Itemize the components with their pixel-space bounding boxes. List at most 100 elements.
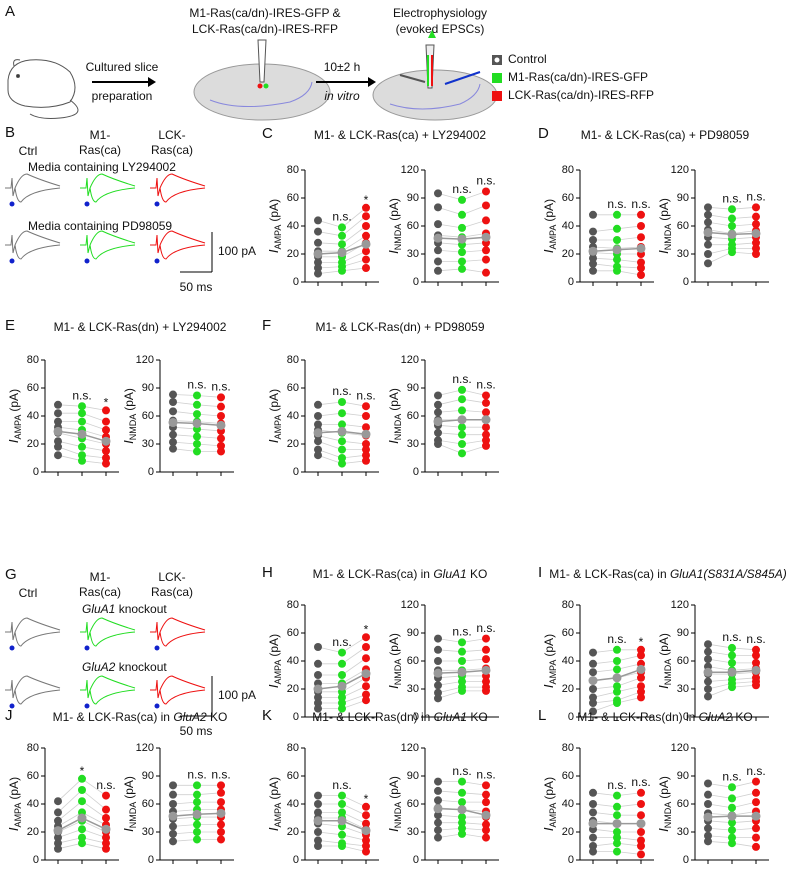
data-point (362, 819, 370, 828)
data-point (458, 395, 466, 404)
cell-line (81, 789, 107, 810)
cell-line (317, 454, 343, 464)
significance-label: n.s. (332, 635, 351, 649)
data-point (752, 220, 760, 229)
significance-label: n.s. (452, 182, 471, 196)
y-tick-label: 0 (683, 854, 689, 866)
significance-label: * (80, 764, 85, 778)
cell-line (196, 395, 222, 398)
cell-line (707, 820, 733, 824)
title-part: GluA1 (433, 567, 466, 581)
data-point (362, 423, 370, 432)
data-point (613, 682, 621, 691)
column-label: Ras(ca) (151, 143, 193, 157)
data-point (458, 788, 466, 797)
data-point (434, 634, 442, 643)
y-axis-label: INMDA (pA) (656, 633, 673, 689)
data-point (704, 259, 712, 268)
mean-point (457, 667, 467, 677)
y-tick-label: 0 (293, 711, 299, 723)
cell-line (437, 790, 463, 794)
mean-point (727, 667, 737, 677)
data-point (613, 687, 621, 696)
data-point (458, 686, 466, 695)
cell-line (57, 432, 83, 439)
data-point (752, 681, 760, 690)
y-label-subscript: AMPA (548, 803, 558, 828)
mean-point (337, 816, 347, 826)
cell-line (437, 814, 463, 818)
data-point (458, 777, 466, 786)
significance-label: * (639, 635, 644, 649)
y-axis-label: INMDA (pA) (386, 776, 403, 832)
y-tick-label: 60 (677, 798, 689, 810)
cell-line (341, 677, 367, 693)
title-part: M1- & LCK-Ras(ca) + LY294002 (314, 128, 487, 142)
mean-point (727, 811, 737, 821)
mean-point (612, 673, 622, 683)
y-label-unit: (pA) (542, 777, 556, 800)
cell-line (172, 426, 198, 430)
y-label-symbol: I (656, 685, 671, 689)
data-point (637, 693, 645, 702)
cell-line (437, 799, 463, 803)
data-point (728, 794, 736, 803)
cell-line (437, 827, 463, 831)
data-point (217, 393, 225, 402)
data-point (169, 822, 177, 831)
y-label-unit: (pA) (267, 199, 281, 222)
trace (5, 617, 61, 647)
y-tick-label: 60 (287, 192, 299, 204)
data-point (728, 205, 736, 214)
cell-line (341, 215, 367, 237)
y-tick-label: 0 (33, 854, 39, 866)
step-label: in vitro (324, 89, 360, 103)
cell-line (731, 206, 757, 210)
significance-label: n.s. (607, 197, 626, 211)
data-point (314, 264, 322, 272)
data-point (458, 264, 466, 273)
data-point (78, 786, 86, 794)
y-axis-label: IAMPA (pA) (6, 389, 23, 443)
data-point (613, 665, 621, 674)
cell-line (731, 242, 757, 246)
trace-inward (150, 621, 206, 647)
stim-marker (9, 258, 15, 264)
data-point (728, 651, 736, 660)
mean-point (216, 808, 226, 818)
data-point (728, 214, 736, 223)
mean-point (361, 239, 371, 249)
significance-label: n.s. (332, 778, 351, 792)
data-point (314, 800, 322, 808)
data-point (704, 218, 712, 227)
y-label-subscript: AMPA (273, 660, 283, 685)
cell-line (81, 429, 107, 438)
mean-point (337, 426, 347, 436)
y-label-unit: (pA) (657, 633, 671, 656)
cell-line (317, 840, 343, 844)
title-part: M1- & LCK-Ras(ca) in (53, 710, 174, 724)
panel-letter: A (5, 3, 15, 20)
cell-line (57, 404, 83, 407)
cell-line (57, 789, 83, 813)
y-axis-label: IAMPA (pA) (6, 777, 23, 831)
column-label: M1- (90, 570, 111, 584)
cell-line (172, 410, 198, 415)
mean-point (313, 249, 323, 259)
y-tick-label: 60 (677, 220, 689, 232)
cell-line (592, 228, 618, 232)
row-label-gene: GluA1 (82, 602, 115, 616)
data-point (169, 829, 177, 838)
cell-line (461, 649, 487, 653)
cell-line (707, 251, 733, 264)
y-label-subscript: AMPA (548, 225, 558, 250)
y-label-unit: (pA) (387, 633, 401, 656)
title-part: M1- & LCK-Ras(dn) in (577, 710, 698, 724)
significance-label: n.s. (607, 632, 626, 646)
data-point (613, 828, 621, 836)
significance-label: n.s. (631, 775, 650, 789)
data-point (589, 648, 597, 657)
cell-line (731, 251, 757, 255)
cell-line (341, 699, 367, 709)
cell-line (172, 434, 198, 437)
